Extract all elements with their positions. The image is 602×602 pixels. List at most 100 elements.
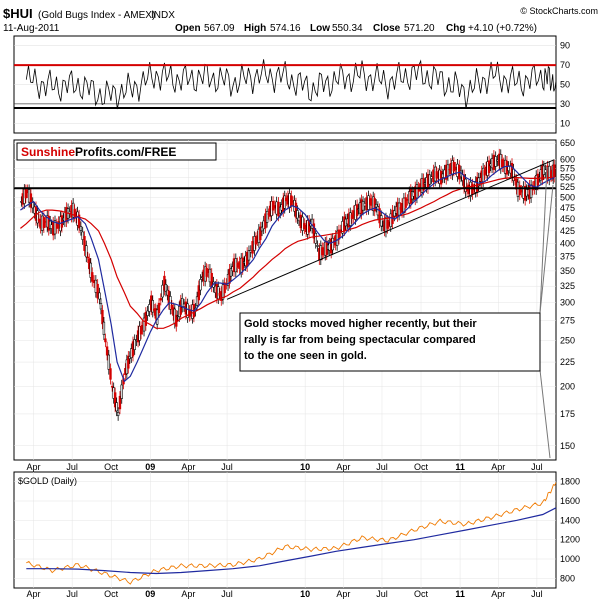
gold-x-tick-label: Jul <box>531 589 543 599</box>
rsi-tick-label: 50 <box>560 80 570 90</box>
annotation-line-2: rally is far from being spectacular comp… <box>244 334 476 346</box>
price-candle-body <box>422 178 425 191</box>
price-candle-body <box>197 285 200 301</box>
price-x-tick-label: Apr <box>336 462 350 472</box>
price-tick-label: 400 <box>560 238 575 248</box>
price-candle-body <box>312 223 316 239</box>
gold-x-tick-label: Apr <box>27 589 41 599</box>
price-tick-label: 450 <box>560 214 575 224</box>
price-x-tick-label: Jul <box>376 462 388 472</box>
stockcharts-watermark: © StockCharts.com <box>520 6 598 16</box>
gold-panel-title: $GOLD (Daily) <box>18 476 77 486</box>
rsi-line <box>25 59 557 110</box>
price-candle-body <box>487 160 491 174</box>
price-candle-body <box>116 412 120 416</box>
annotation: Gold stocks moved higher recently, but t… <box>239 166 554 459</box>
logo-profits: Profits.com/FREE <box>75 145 176 159</box>
price-candle-body <box>349 212 352 226</box>
gold-x-tick-label: Oct <box>104 589 119 599</box>
gold-x-tick-label: Jul <box>376 589 388 599</box>
open-label: Open <box>175 23 201 34</box>
price-candle-body <box>223 282 226 294</box>
price-x-tick-label: Jul <box>221 462 233 472</box>
price-candle-body <box>29 193 33 208</box>
price-candle-body <box>161 284 164 298</box>
price-candle-body <box>477 177 480 187</box>
price-candle-body <box>98 292 101 300</box>
price-candle-body <box>36 210 39 224</box>
rsi-tick-label: 70 <box>560 60 570 70</box>
gold-tick-label: 1600 <box>560 496 580 506</box>
price-candle-body <box>316 245 319 247</box>
price-tick-label: 150 <box>560 441 575 451</box>
ma-200-line <box>20 176 555 329</box>
close-label: Close <box>373 23 401 34</box>
price-candle-body <box>118 395 122 410</box>
price-candle-body <box>144 311 148 326</box>
open-value: 567.09 <box>204 23 235 34</box>
price-candle-body <box>115 402 118 412</box>
high-value: 574.16 <box>270 23 301 34</box>
gold-tick-label: 1000 <box>560 554 580 564</box>
price-candle-body <box>170 304 174 310</box>
gold-layer <box>14 481 557 585</box>
gold-x-tick-label: 11 <box>455 589 465 599</box>
price-candle-body <box>494 156 497 167</box>
chart-index-name: (Gold Bugs Index - AMEX) <box>38 10 155 21</box>
price-candle-body <box>464 178 467 192</box>
gold-ma-line <box>26 507 557 575</box>
price-tick-label: 250 <box>560 335 575 345</box>
price-candle-body <box>163 275 166 291</box>
price-tick-label: 275 <box>560 316 575 326</box>
gold-x-tick-label: Jul <box>221 589 233 599</box>
gold-tick-label: 800 <box>560 573 575 583</box>
price-candle-body <box>89 262 92 278</box>
price-candle-body <box>553 164 556 178</box>
price-candle-body <box>157 302 161 314</box>
price-candle-body <box>175 314 178 327</box>
price-x-tick-label: Oct <box>104 462 119 472</box>
price-x-tick-label: 09 <box>145 462 155 472</box>
price-candle-body <box>77 214 81 229</box>
price-candle-body <box>139 326 143 335</box>
gold-x-tick-label: Jul <box>66 589 78 599</box>
price-candle-body <box>290 195 293 207</box>
annotation-pointer-1 <box>539 369 551 459</box>
price-candle-body <box>81 231 84 240</box>
gold-x-tick-label: Apr <box>181 589 195 599</box>
price-tick-label: 600 <box>560 155 575 165</box>
price-tick-label: 425 <box>560 226 575 236</box>
price-candle-body <box>199 279 202 291</box>
low-label: Low <box>310 23 330 34</box>
price-candle-body <box>404 197 407 208</box>
gold-price-line <box>26 482 557 585</box>
price-layer <box>14 140 556 588</box>
price-candle-body <box>146 310 149 316</box>
price-candle-body <box>101 309 104 325</box>
gold-x-tick-label: Apr <box>336 589 350 599</box>
price-candle-body <box>265 210 269 223</box>
gold-x-tick-label: Apr <box>491 589 505 599</box>
price-candle-body <box>259 226 262 241</box>
rsi-tick-label: 90 <box>560 41 570 51</box>
price-tick-label: 475 <box>560 203 575 213</box>
annotation-box <box>239 312 541 372</box>
price-tick-label: 550 <box>560 173 575 183</box>
price-candle-body <box>331 237 334 251</box>
price-candle-body <box>107 354 110 370</box>
gold-x-tick-label: 10 <box>300 589 310 599</box>
price-candle-body <box>86 256 89 259</box>
price-candle-body <box>105 346 109 356</box>
price-candle-body <box>102 321 106 336</box>
rsi-layer <box>14 45 557 124</box>
chart-exchange: INDX <box>151 10 175 21</box>
high-label: High <box>244 23 266 34</box>
annotation-pointer-3 <box>539 166 548 314</box>
price-candle-body <box>104 338 107 343</box>
gold-tick-label: 1800 <box>560 477 580 487</box>
ma-50-line <box>20 165 555 383</box>
price-x-tick-label: Apr <box>27 462 41 472</box>
chart-symbol: $HUI <box>3 6 33 21</box>
